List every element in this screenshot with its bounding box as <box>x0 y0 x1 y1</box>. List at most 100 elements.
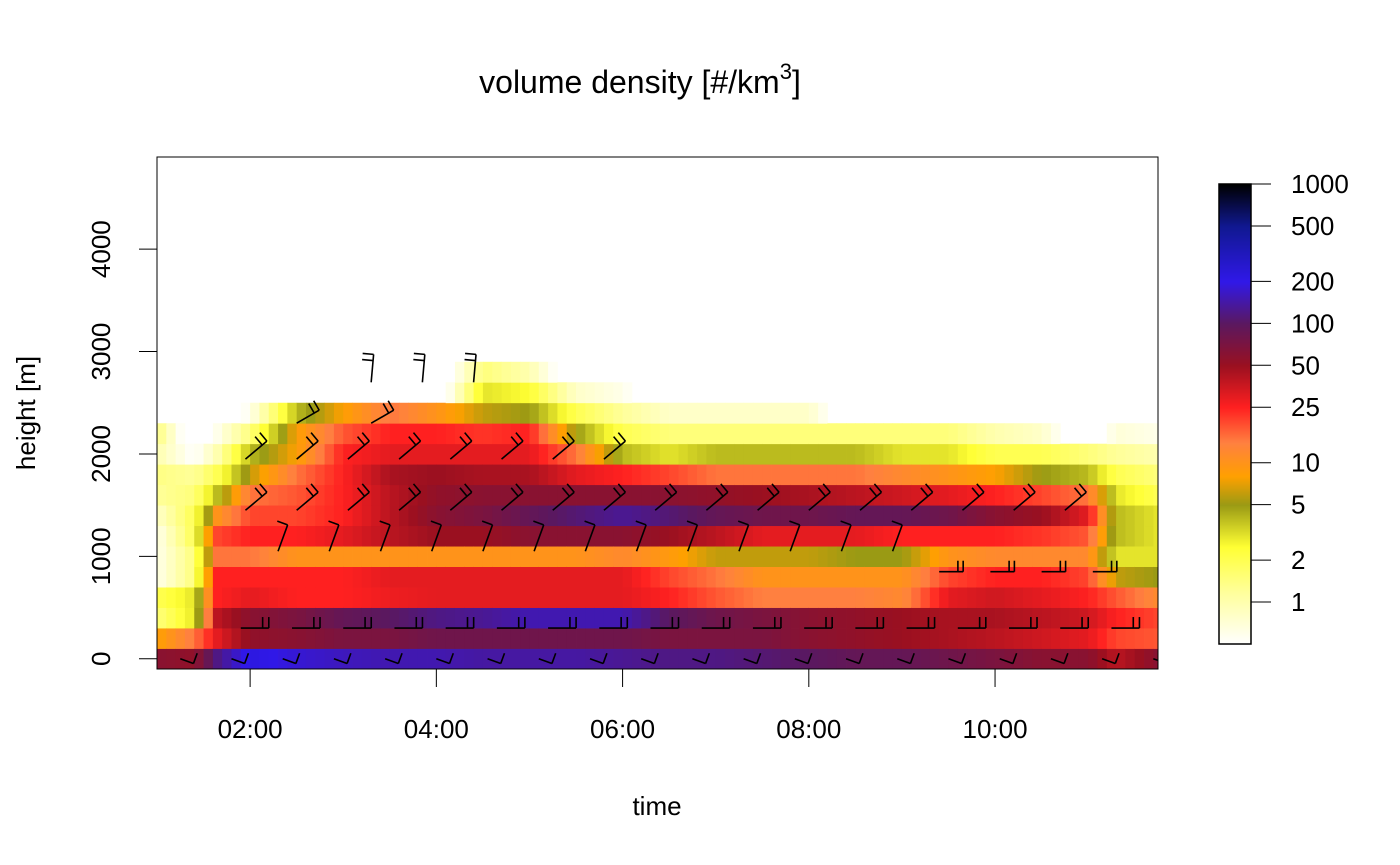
wind-barb <box>501 432 524 460</box>
wind-barb <box>328 520 340 552</box>
heatmap-cell <box>501 484 512 506</box>
heatmap-cell <box>287 505 298 527</box>
heatmap-cell <box>557 443 568 465</box>
y-tick-label: 0 <box>86 652 116 666</box>
heatmap-cell <box>557 648 568 669</box>
heatmap-cell <box>296 525 307 547</box>
heatmap-cell <box>166 587 177 608</box>
heatmap-cell <box>948 423 959 445</box>
heatmap-cell <box>1013 443 1024 465</box>
heatmap-cell <box>548 566 558 588</box>
heatmap-cell <box>324 607 335 629</box>
heatmap-cell <box>352 423 363 445</box>
heatmap-cell <box>762 402 772 424</box>
heatmap-cell <box>566 443 577 465</box>
heatmap-cell <box>855 484 866 506</box>
heatmap-cell <box>715 443 726 465</box>
heatmap-cell <box>743 648 754 669</box>
heatmap-cell <box>157 628 167 649</box>
heatmap-cell <box>790 546 800 567</box>
heatmap-cell <box>948 464 959 486</box>
heatmap-cell <box>995 464 1005 486</box>
heatmap-cell <box>520 546 530 567</box>
heatmap-cell <box>790 505 800 527</box>
heatmap-cell <box>1022 607 1033 629</box>
heatmap-cell <box>790 566 800 588</box>
heatmap-cell <box>250 587 260 608</box>
heatmap-cell <box>948 505 959 527</box>
heatmap-cell <box>883 587 894 608</box>
heatmap-cell <box>473 505 484 527</box>
heatmap-cell <box>417 484 428 506</box>
heatmap-cell <box>957 423 968 445</box>
wind-barb <box>347 432 370 460</box>
heatmap-cell <box>734 546 745 567</box>
heatmap-cell <box>408 607 419 629</box>
heatmap-cell <box>175 464 186 486</box>
heatmap-cell <box>454 484 465 506</box>
heatmap-cell <box>324 443 335 465</box>
heatmap-cell <box>715 587 726 608</box>
heatmap-cell <box>482 361 493 383</box>
heatmap-cell <box>454 525 465 547</box>
heatmap-cell <box>510 607 521 629</box>
heatmap-cell <box>1125 587 1136 608</box>
heatmap-cell <box>454 566 465 588</box>
heatmap-cell <box>268 423 279 445</box>
heatmap-cell <box>212 423 223 445</box>
heatmap-cell <box>464 607 474 629</box>
heatmap-cell <box>855 443 866 465</box>
heatmap-cell <box>324 525 335 547</box>
heatmap-cell <box>501 505 512 527</box>
heatmap-cell <box>1116 607 1126 629</box>
heatmap-cell <box>1069 628 1080 649</box>
wind-barb <box>948 652 967 665</box>
heatmap-cell <box>1116 628 1126 649</box>
heatmap-cell <box>1078 628 1089 649</box>
heatmap-cell <box>324 505 335 527</box>
heatmap-cell <box>613 382 623 404</box>
heatmap-cell <box>957 607 968 629</box>
heatmap-cell <box>380 443 391 465</box>
heatmap-cell <box>333 628 344 649</box>
heatmap-cell <box>1125 443 1136 465</box>
heatmap-cell <box>957 525 968 547</box>
heatmap-cell <box>1097 505 1108 527</box>
heatmap-cell <box>175 628 186 649</box>
heatmap-cell <box>892 607 903 629</box>
heatmap-cell <box>985 566 996 588</box>
heatmap-cell <box>650 546 661 567</box>
heatmap-cell <box>240 464 251 486</box>
heatmap-cell <box>538 525 549 547</box>
heatmap-cell <box>473 587 484 608</box>
heatmap-cell <box>799 464 810 486</box>
heatmap-cell <box>613 546 623 567</box>
heatmap-cell <box>389 464 400 486</box>
heatmap-cell <box>995 505 1005 527</box>
heatmap-cell <box>576 464 586 486</box>
heatmap-cell <box>287 484 298 506</box>
heatmap-cell <box>1106 566 1117 588</box>
heatmap-cell <box>389 423 400 445</box>
heatmap-cell <box>520 402 530 424</box>
heatmap-cell <box>510 443 521 465</box>
heatmap-cell <box>743 423 754 445</box>
heatmap-cell <box>417 423 428 445</box>
heatmap-cell <box>697 587 707 608</box>
heatmap-cell <box>194 607 204 629</box>
heatmap-cell <box>948 607 959 629</box>
heatmap-cell <box>1088 566 1098 588</box>
wind-barb <box>394 617 424 629</box>
heatmap-cell <box>231 587 242 608</box>
heatmap-cell <box>576 628 586 649</box>
heatmap-cell <box>641 484 651 506</box>
heatmap-cell <box>976 628 987 649</box>
heatmap-cell <box>799 607 810 629</box>
heatmap-cell <box>222 484 232 506</box>
heatmap-cell <box>352 505 363 527</box>
heatmap-cell <box>1125 648 1136 669</box>
heatmap-cell <box>622 566 633 588</box>
heatmap-cell <box>687 484 698 506</box>
x-tick-label: 06:00 <box>590 714 655 744</box>
heatmap-cell <box>669 423 679 445</box>
